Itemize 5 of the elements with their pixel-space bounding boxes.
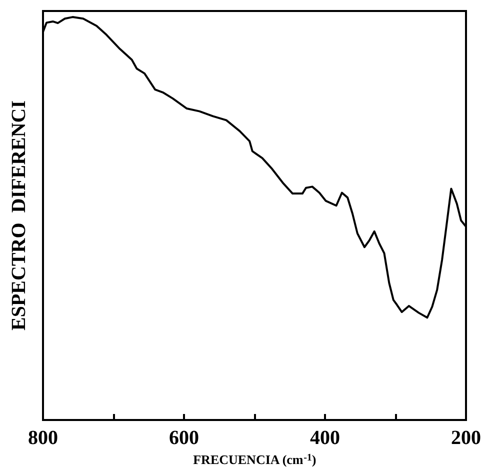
x-tick-label: 600 <box>169 427 199 449</box>
x-tick-label: 800 <box>28 427 58 449</box>
x-tick-label: 200 <box>451 427 481 449</box>
y-axis-title: ESPECTRO DIFERENCI <box>8 100 30 331</box>
x-tick-label: 400 <box>310 427 340 449</box>
